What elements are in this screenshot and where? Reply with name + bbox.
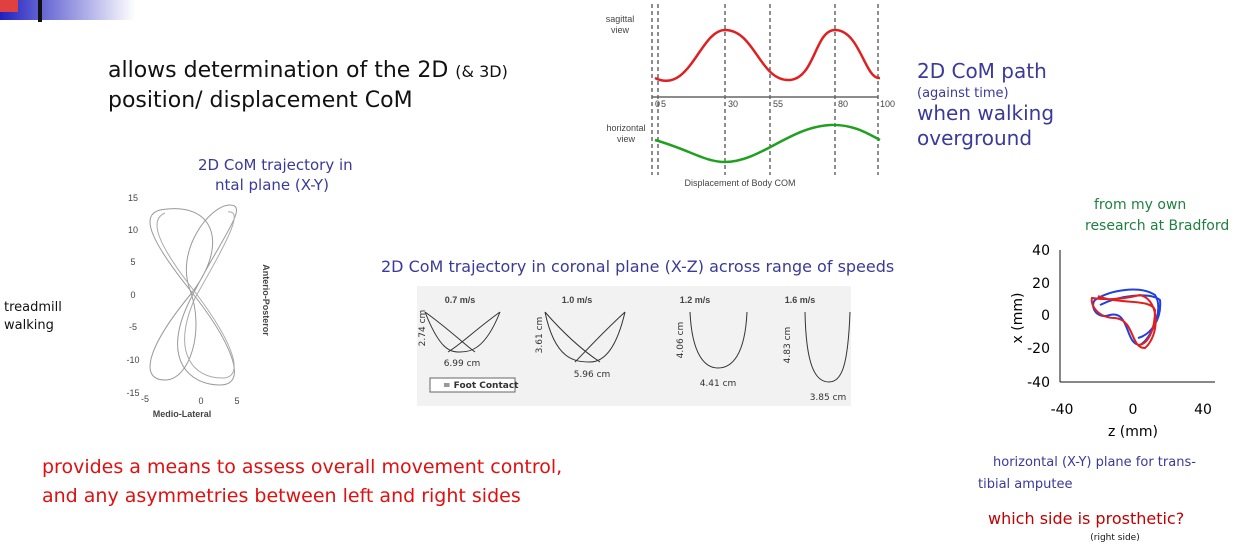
tick-label: 10 [128,225,138,235]
tick-label: 40 [1194,402,1212,418]
note: (against time) [917,86,1009,101]
dimension: 4.83 cm [783,327,793,364]
label: view [617,134,636,144]
tick-label: 0 [1129,402,1138,418]
tick-label: 40 [1032,243,1050,259]
figure-title: 2D CoM trajectory in coronal plane (X-Z)… [381,257,894,276]
tick-label: -40 [1051,402,1074,418]
tick-label: 0 [198,396,203,406]
conclusion: and any asymmetries between left and rig… [42,485,521,507]
header-text: allows determination of the 2D (& 3D) [108,58,508,83]
figure-title: 2D CoM trajectory in [198,156,353,174]
tick-label: 80 [838,99,848,109]
tick-label: -10 [126,355,139,365]
question: which side is prosthetic? [988,509,1184,528]
research-figure: from my own research at Bradford 40 20 0… [978,197,1229,543]
note: research at Bradford [1085,218,1229,234]
logo-bar [0,0,135,20]
logo-mark [38,0,42,22]
answer: (right side) [1090,533,1139,543]
tick-label: 0 [655,99,660,109]
note: from my own [1094,197,1186,213]
tick-label: 5 [661,99,666,109]
note: overground [917,126,1032,150]
note: 2D CoM path [917,59,1047,83]
conclusion: provides a means to assess overall movem… [42,456,562,478]
axis-label: z (mm) [1108,424,1158,440]
tick-label: -15 [126,388,139,398]
caption: Displacement of Body COM [684,178,795,188]
tick-label: -20 [1027,341,1050,357]
tick-label: 5 [234,396,239,406]
legend: = Foot Contact [443,381,519,391]
tick-label: -40 [1027,375,1050,391]
label: sagittal [606,14,635,24]
tick-label: -5 [141,394,149,404]
caption: tibial amputee [978,477,1073,492]
dimension: 3.61 cm [535,317,545,354]
logo-mark [0,0,18,12]
tick-label: 20 [1032,276,1050,292]
note: treadmill [4,300,62,315]
header-text: position/ displacement CoM [108,88,413,113]
panel-title: 1.6 m/s [785,295,816,305]
tick-label: 5 [130,257,135,267]
axis-label: Anterio-Posteror [261,264,271,336]
dimension: 5.96 cm [574,370,611,380]
dimension: 2.74 cm [418,310,428,347]
tick-label: 30 [728,99,738,109]
xy-figure: 2D CoM trajectory in ntal plane (X-Y) 15… [126,156,352,419]
tick-label: 100 [880,99,895,109]
dimension: 3.85 cm [810,393,847,403]
dimension: 4.06 cm [676,322,686,359]
dimension: 4.41 cm [700,379,737,389]
axis-label: x (mm) [1010,293,1026,344]
tick-label: 15 [128,193,138,203]
tick-label: -5 [129,322,137,332]
panel-title: 1.2 m/s [680,295,711,305]
dimension: 6.99 cm [444,359,481,369]
tick-label: 0 [130,290,135,300]
tick-label: 0 [1041,308,1050,324]
figure-title: ntal plane (X-Y) [215,176,329,194]
axis-label: Medio-Lateral [153,409,212,419]
panel-title: 1.0 m/s [562,295,593,305]
note: walking [4,318,54,333]
sagittal-figure: sagittal view horizontal view 0 5 30 55 … [606,4,895,188]
note: when walking [917,101,1054,125]
label: horizontal [606,123,645,133]
caption: horizontal (X-Y) plane for trans- [993,455,1196,470]
label: view [611,25,630,35]
panel-title: 0.7 m/s [445,295,476,305]
coronal-figure: 2D CoM trajectory in coronal plane (X-Z)… [381,257,894,406]
tick-label: 55 [773,99,783,109]
